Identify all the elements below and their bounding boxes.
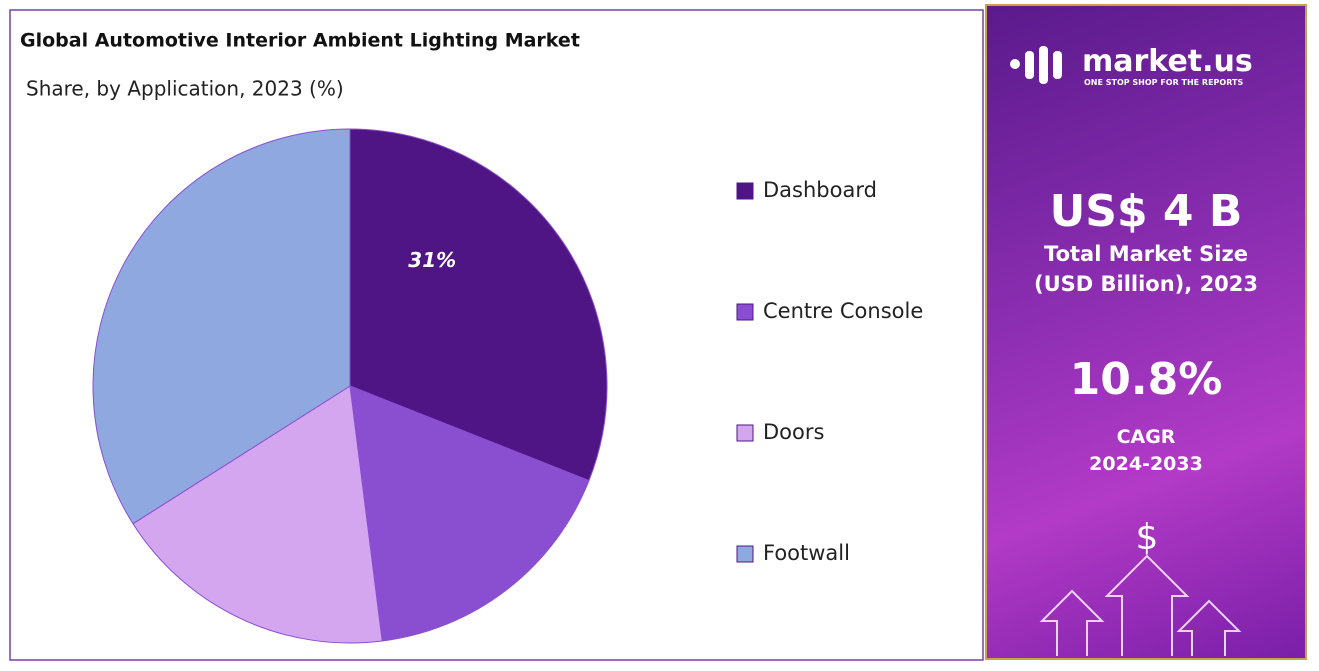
legend-label: Doors [763,420,824,444]
chart: Global Automotive Interior Ambient Light… [9,9,984,661]
market-size: US$ 4 B [1049,186,1243,237]
svg-text:$: $ [1136,517,1159,558]
pie-slice [132,385,383,644]
legend-label: Centre Console [763,299,923,323]
pie-slice [349,385,590,642]
brand: market.us [1082,44,1253,79]
legend-swatch [736,424,754,442]
legend-swatch [736,303,754,321]
market-size-label: Total Market Size [1044,242,1248,266]
pie-slice [92,128,351,525]
legend-swatch [736,545,754,563]
info-panel: $ market.us ONE STOP SHOP FOR THE REPORT… [985,4,1307,660]
legend-swatch [736,182,754,200]
data-label: 31% [408,248,456,272]
legend-label: Dashboard [763,178,877,202]
cagr-period: 2024-2033 [1089,453,1203,475]
legend-label: Footwall [763,541,850,565]
chart-subtitle: Share, by Application, 2023 (%) [26,77,344,101]
market-size-label: (USD Billion), 2023 [1033,272,1259,296]
decoration: $ [1010,46,1242,656]
tagline: ONE STOP SHOP FOR THE REPORTS [1084,78,1244,87]
pie-slice [349,128,608,482]
chart-title: Global Automotive Interior Ambient Light… [20,30,580,52]
cagr: 10.8% [1069,354,1223,405]
cagr-label: CAGR [1116,426,1176,448]
